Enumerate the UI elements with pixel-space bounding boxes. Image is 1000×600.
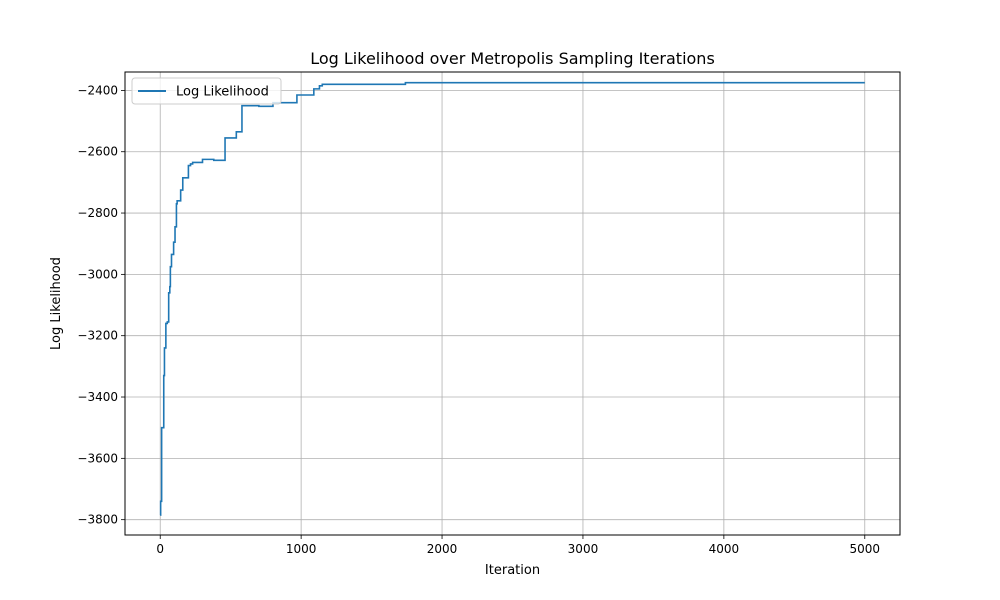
x-tick-label: 3000 [568,542,599,556]
x-tick-label: 5000 [849,542,880,556]
chart-title: Log Likelihood over Metropolis Sampling … [310,49,715,68]
x-axis-label: Iteration [485,563,540,578]
series-line [159,81,865,516]
x-tick-label: 2000 [427,542,458,556]
legend-label: Log Likelihood [176,85,269,100]
y-tick-label: −2800 [77,206,118,220]
y-tick-label: −3400 [77,390,118,404]
y-axis-ticks: −3800 −3600 −3400 −3200 −3000 −2800 −2600 −2400 [77,83,125,527]
x-axis-ticks: 0 1000 2000 3000 4000 5000 [156,535,880,556]
x-tick-label: 1000 [286,542,317,556]
y-axis-label: Log Likelihood [49,257,64,350]
y-tick-label: −3600 [77,451,118,465]
x-tick-label: 4000 [709,542,740,556]
y-tick-label: −3200 [77,329,118,343]
grid-lines [125,72,900,535]
y-tick-label: −2400 [77,83,118,97]
legend: Log Likelihood [131,77,282,105]
y-tick-label: −3000 [77,267,118,281]
y-tick-label: −3800 [77,513,118,527]
y-tick-label: −2600 [77,145,118,159]
plot-frame [124,71,901,536]
series-layer [159,81,865,516]
legend-box [131,77,282,105]
x-tick-label: 0 [156,542,164,556]
